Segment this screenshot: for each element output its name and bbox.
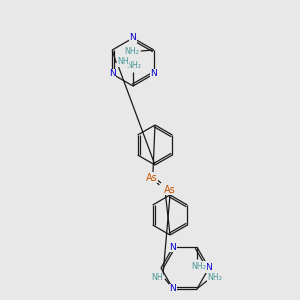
Text: NH₂: NH₂ [191, 262, 206, 271]
Text: N: N [109, 70, 116, 79]
Text: NH: NH [117, 58, 129, 67]
Text: N: N [150, 70, 157, 79]
Text: N: N [206, 263, 212, 272]
Text: NH₂: NH₂ [124, 46, 139, 56]
Text: N: N [169, 243, 176, 252]
Text: NH: NH [151, 273, 163, 282]
Text: As: As [164, 185, 176, 195]
Text: N: N [169, 284, 176, 293]
Text: As: As [146, 173, 158, 183]
Text: NH₂: NH₂ [127, 61, 142, 70]
Text: NH₂: NH₂ [208, 273, 223, 282]
Text: N: N [130, 34, 136, 43]
